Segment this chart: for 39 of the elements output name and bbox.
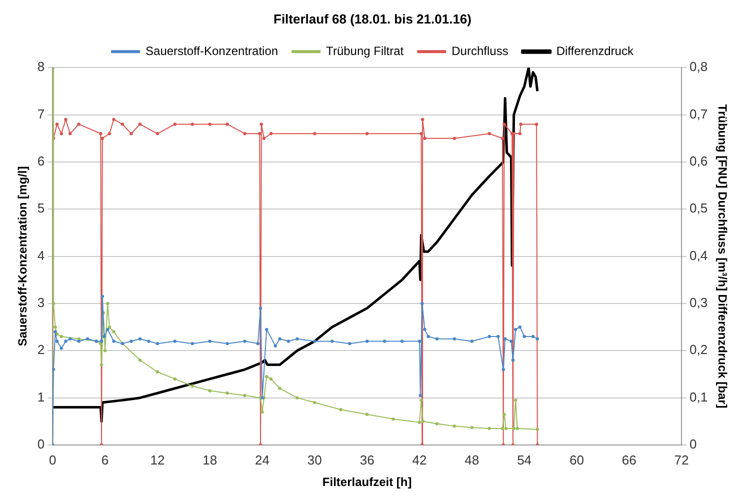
- y-tick-label: 6: [37, 154, 45, 169]
- y-tick-label: 3: [37, 295, 45, 310]
- y-tick-label: 2: [37, 342, 45, 358]
- x-tick-label: 24: [255, 452, 270, 468]
- y-tick-label: 1: [37, 389, 45, 404]
- y-tick-label: 8: [37, 59, 45, 74]
- x-tick-label: 60: [569, 452, 584, 468]
- y2-tick-label: 0,5: [690, 200, 708, 216]
- x-tick-label: 54: [517, 452, 532, 468]
- x-tick-label: 12: [150, 452, 165, 468]
- y2-tick-label: 0,3: [690, 295, 708, 310]
- y-tick-label: 5: [37, 200, 45, 216]
- y2-axis-title: Trübung [FNU] Durchfluss [m³/h] Differenzdruck [bar]: [715, 104, 730, 408]
- y-axis-title: Sauerstoff-Konzentration [mg/l]: [16, 166, 30, 346]
- x-tick-label: 18: [202, 452, 218, 468]
- y-tick-label: 4: [37, 248, 45, 263]
- y-tick-label: 7: [37, 106, 45, 122]
- legend-label: Differenzdruck: [556, 44, 634, 58]
- legend-label: Durchfluss: [452, 44, 508, 58]
- x-tick-label: 36: [360, 452, 374, 468]
- y-tick-label: 0: [37, 436, 45, 452]
- x-tick-label: 30: [307, 452, 322, 468]
- legend-label: Trübung Filtrat: [326, 44, 404, 58]
- legend-label: Sauerstoff-Konzentration: [146, 44, 278, 58]
- x-tick-label: 0: [49, 452, 56, 468]
- y2-tick-label: 0,2: [690, 342, 708, 358]
- y2-tick-label: 0,4: [690, 248, 708, 263]
- x-tick-label: 72: [674, 452, 689, 468]
- x-tick-label: 48: [464, 452, 480, 468]
- x-tick-label: 6: [101, 452, 109, 468]
- y2-tick-label: 0: [690, 436, 697, 452]
- y2-tick-label: 0,7: [690, 106, 708, 122]
- y2-tick-label: 0,6: [690, 154, 708, 169]
- y2-tick-label: 0,8: [690, 59, 708, 74]
- x-axis-title: Filterlaufzeit [h]: [322, 475, 412, 490]
- x-tick-label: 66: [622, 452, 636, 468]
- chart-title: Filterlauf 68 (18.01. bis 21.01.16): [274, 11, 472, 26]
- y2-tick-label: 0,1: [690, 389, 708, 404]
- x-tick-label: 42: [412, 452, 427, 468]
